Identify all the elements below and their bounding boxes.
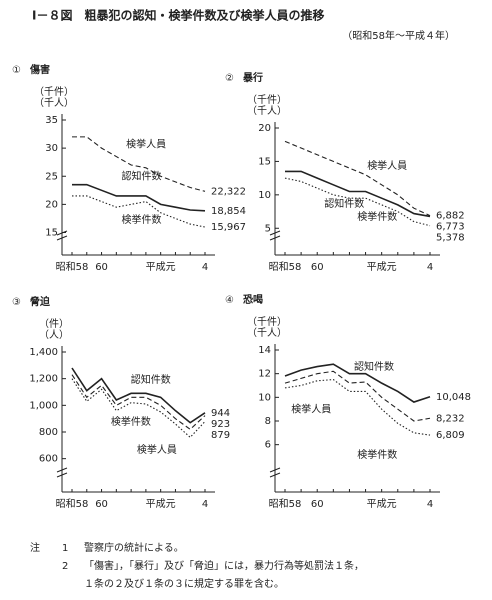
y-tick-label: 1,200 [29,374,58,385]
end-value-label: 6,882 [436,211,465,222]
x-tick-label: 4 [427,262,433,273]
y-tick-label: 20 [45,199,58,210]
y-tick-label: 20 [258,123,271,134]
end-value-label: 923 [211,419,230,430]
y-tick-label: 8 [265,416,271,427]
x-tick-label: 平成元 [146,261,176,273]
x-tick-label: 平成元 [367,498,397,510]
x-tick-label: 昭和58 [56,498,89,510]
x-tick-label: 4 [427,499,433,510]
x-tick-label: 60 [95,262,108,273]
y-axis-label: （件） [39,318,69,330]
y-tick-label: 14 [258,345,271,356]
x-tick-label: 60 [95,499,108,510]
series-label: 検挙件数 [357,210,397,223]
x-tick-label: 平成元 [146,498,176,510]
series-label: 検挙人員 [137,443,177,456]
y-axis-label: （人） [39,329,69,341]
end-value-label: 879 [211,430,230,441]
panel-number: ① [12,65,21,76]
end-value-label: 15,967 [211,222,246,233]
x-tick-label: 4 [202,499,208,510]
end-value-label: 5,378 [436,233,465,244]
panel-title: 恐喝 [243,294,263,306]
end-value-label: 18,854 [211,206,246,217]
x-tick-label: 4 [202,262,208,273]
panel-number: ④ [225,295,234,306]
notes-label: 注 [30,541,40,554]
y-tick-label: 35 [45,115,58,126]
note-number: 1 [62,543,68,554]
axis-break [269,230,281,241]
series-line [285,170,431,218]
x-tick-label: 昭和58 [269,498,302,510]
title: Ⅰ－８図 粗暴犯の認知・検挙件数及び検挙人員の推移 [32,8,324,23]
series-line [71,374,206,431]
panel-title: 暴行 [242,71,263,84]
y-axis-label: （千件） [247,94,287,106]
series-line [284,379,431,436]
y-tick-label: 1,400 [29,347,58,358]
end-value-label: 10,048 [436,392,471,403]
series-label: 検挙件数 [122,213,162,226]
y-tick-label: 15 [45,228,58,239]
y-tick-label: 30 [45,143,58,154]
end-value-label: 944 [211,408,230,419]
panel-title: 脅迫 [29,295,51,308]
axis-break [269,467,281,478]
x-tick-label: 平成元 [367,261,397,273]
series-line [284,370,431,422]
y-tick-label: 800 [39,427,58,438]
y-tick-label: 10 [258,190,271,201]
x-tick-label: 60 [311,262,324,273]
series-label: 認知件数 [354,360,394,373]
y-tick-label: 1,000 [29,400,58,411]
note-number: 2 [62,561,68,572]
x-tick-label: 昭和58 [269,261,302,273]
y-axis-label: （千人） [247,327,287,339]
end-value-label: 8,232 [436,413,465,424]
note-text: １条の２及び１条の３に規定する罪を含む。 [84,577,284,590]
series-label: 検挙人員 [367,159,407,172]
x-tick-label: 60 [311,499,324,510]
y-tick-label: 12 [258,369,271,380]
end-value-label: 6,809 [436,430,465,441]
series-label: 検挙人員 [291,403,331,416]
y-tick-label: 25 [45,171,58,182]
end-value-label: 22,322 [211,186,246,197]
series-line [284,177,431,227]
x-tick-label: 昭和58 [56,261,89,273]
series-label: 検挙人員 [126,137,166,150]
end-value-label: 6,773 [436,222,465,233]
panel-title: 傷害 [29,63,50,76]
series-label: 認知件数 [324,197,364,210]
y-axis-label: （千人） [247,105,287,117]
axis-break [56,467,68,478]
series-label: 認知件数 [122,170,162,183]
series-line [284,140,431,217]
series-label: 検挙件数 [111,415,151,428]
y-tick-label: 6 [265,440,271,451]
note-text: 「傷害」，「暴行」及び「脅迫」には，暴力行為等処罰法１条， [84,559,364,572]
series-line [71,367,206,424]
series-line [72,136,206,192]
series-line [72,183,206,212]
y-tick-label: 15 [258,156,271,167]
series-label: 認知件数 [131,373,171,386]
y-tick-label: 10 [258,392,271,403]
series-line [284,363,431,403]
note-text: 警察庁の統計による。 [84,541,184,554]
subtitle: （昭和58年～平成４年） [342,29,455,42]
y-tick-label: 5 [265,223,271,234]
y-tick-label: 600 [39,454,58,465]
y-axis-label: （千件） [34,86,74,98]
panel-number: ② [225,73,234,84]
panel-number: ③ [12,297,21,308]
series-label: 検挙件数 [357,448,397,461]
y-axis-label: （千件） [247,316,287,328]
y-axis-label: （千人） [34,97,74,109]
